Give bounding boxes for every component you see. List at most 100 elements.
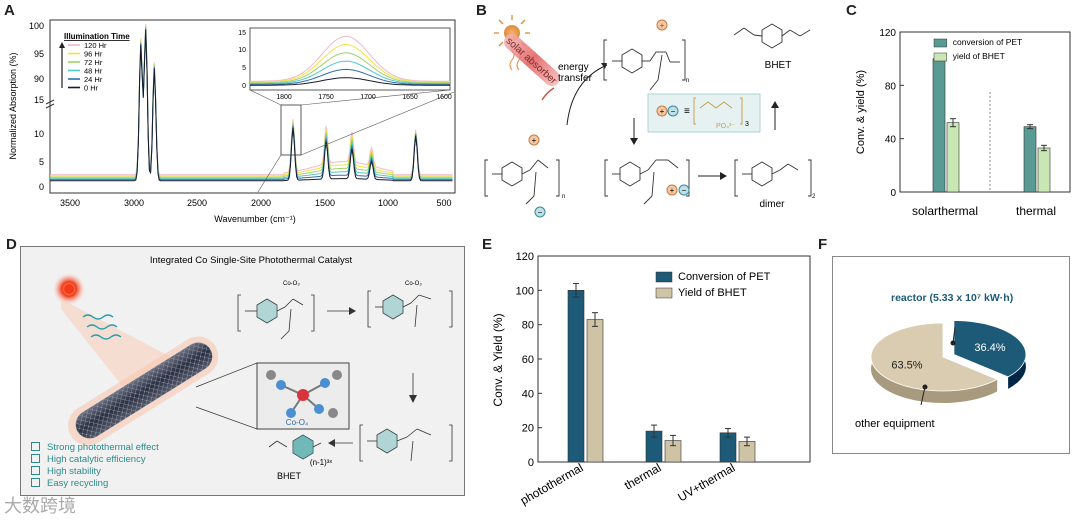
y-tick: 15 [34,95,44,105]
y-axis-label: Normalized Absorption (%) [8,52,18,159]
spectrum-line [50,27,453,179]
feature-item: Strong photothermal effect [31,442,159,453]
legend-swatch [655,287,673,299]
category-label: solarthermal [912,204,978,218]
feature-item: High stability [31,466,159,477]
legend-swatch [655,271,673,283]
spectra-lines [50,23,453,182]
spectrum-line [50,29,453,182]
x-tick: 2000 [251,198,271,208]
phosphate-label: PO₄³⁻ [716,123,735,130]
watermark: 大数跨境 [4,496,76,516]
spectrum-line [50,28,453,181]
legend-label: conversion of PET [953,37,1022,47]
y-tick: 10 [34,129,44,139]
solar-absorber-label: solar absorber [504,36,559,87]
bar-chart-e: Conv. & Yield (%) 0 20 40 60 80 100 120 Conver… [491,251,811,508]
legend-label: 48 Hr [84,67,103,76]
spectrum-line [50,23,453,176]
svg-text:+: + [660,21,665,30]
spectrum-line [50,26,453,178]
inset-line [250,60,450,85]
y-tick: 95 [34,49,44,59]
y-tick-label: 40 [522,388,534,400]
legend-label: Yield of BHET [678,287,747,299]
y-tick-label: 80 [522,320,534,332]
y-tick: 0 [39,182,44,192]
subscript-2: 2 [812,194,816,200]
spectrum-line [50,24,453,177]
bar [586,319,604,463]
inset-line [250,52,450,84]
co-o4-site [266,370,342,418]
x-tick: 1500 [315,198,335,208]
inset-line [250,68,450,85]
panel-f: reactor (5.33 x 10⁷ kW·h) 36.4% 63.5% oth… [832,256,1070,454]
category-label: thermal [1016,204,1056,218]
feature-text: Easy recycling [47,478,109,489]
bar-chart-c: Conv. & yield (%) 0 40 80 120 conversion of… [855,28,1071,218]
co-o3-label: Co-O₃ [405,281,422,287]
y-tick-label: 80 [885,81,897,92]
legend-label: Conversion of PET [678,271,771,283]
inset-y-tick: 5 [242,65,246,72]
feature-item: Easy recycling [31,478,159,489]
pet-catalyst-complex-top [603,39,686,91]
inset-y-tick: 0 [242,83,246,90]
feature-list: Strong photothermal effect High catalyti… [31,441,159,490]
bar [567,290,585,463]
legend: Conversion of PET Yield of BHET [655,271,771,299]
subscript-3: 3 [745,121,749,128]
y-tick: 5 [39,157,44,167]
panel-e: Conv. & Yield (%) 0 20 40 60 80 100 120 Conver… [478,240,818,516]
inset-y-tick: 10 [238,47,246,54]
pet-catalyst-complex-mid [604,159,690,205]
svg-text:+: + [660,107,665,116]
y-tick-label: 40 [885,135,897,146]
bhet-label: BHET [765,60,792,71]
inset-x-tick: 1800 [276,94,292,101]
y-tick-label: 0 [528,457,534,469]
x-tick: 3000 [124,198,144,208]
bhet-label: BHET [277,471,302,481]
legend-swatch [933,38,948,48]
x-axis-label: Wavenumber (cm⁻¹) [214,214,295,224]
svg-text:−: − [682,186,687,195]
legend-label: 24 Hr [84,75,103,84]
feature-text: High catalytic efficiency [47,454,146,465]
inset-line [250,35,450,82]
inset-y-tick: 15 [238,30,246,37]
legend-label: 96 Hr [84,50,103,59]
co-o4-label: Co-O₄ [286,418,308,427]
inset-x-tick: 1700 [360,94,376,101]
catalyst-title: Integrated Co Single-Site Photothermal C… [150,255,353,266]
x-tick: 3500 [60,198,80,208]
x-tick: 2500 [187,198,207,208]
panel-c-label: C [846,2,857,19]
panel-d-label: D [6,236,17,253]
y-tick-label: 120 [516,251,534,263]
category-label: UV+thermal [675,460,737,504]
inset-line [250,77,450,86]
pet-reaction-scheme [237,290,453,462]
carbon-nanotube [67,336,219,446]
y-tick-label: 120 [879,28,896,39]
y-tick: 90 [34,74,44,84]
ftir-spectra-plot: Normalized Absorption (%) 0 5 10 15 90 9… [8,19,456,224]
panel-c: Conv. & yield (%) 0 40 80 120 conversion of… [830,0,1080,230]
legend-label: 72 Hr [84,58,103,67]
legend-swatch [933,52,948,62]
catalyst-diagram: Integrated Co Single-Site Photothermal C… [53,255,453,481]
inset-line [250,43,450,83]
bar [946,122,960,193]
bar [932,58,946,193]
solar-absorber: solar absorber [504,33,561,87]
pie-chart-f: reactor (5.33 x 10⁷ kW·h) 36.4% 63.5% oth… [855,292,1027,430]
x-tick: 1000 [378,198,398,208]
bar [1037,147,1051,193]
panel-f-label: F [818,236,828,253]
x-tick: 500 [436,198,451,208]
svg-text:≡: ≡ [684,106,690,117]
